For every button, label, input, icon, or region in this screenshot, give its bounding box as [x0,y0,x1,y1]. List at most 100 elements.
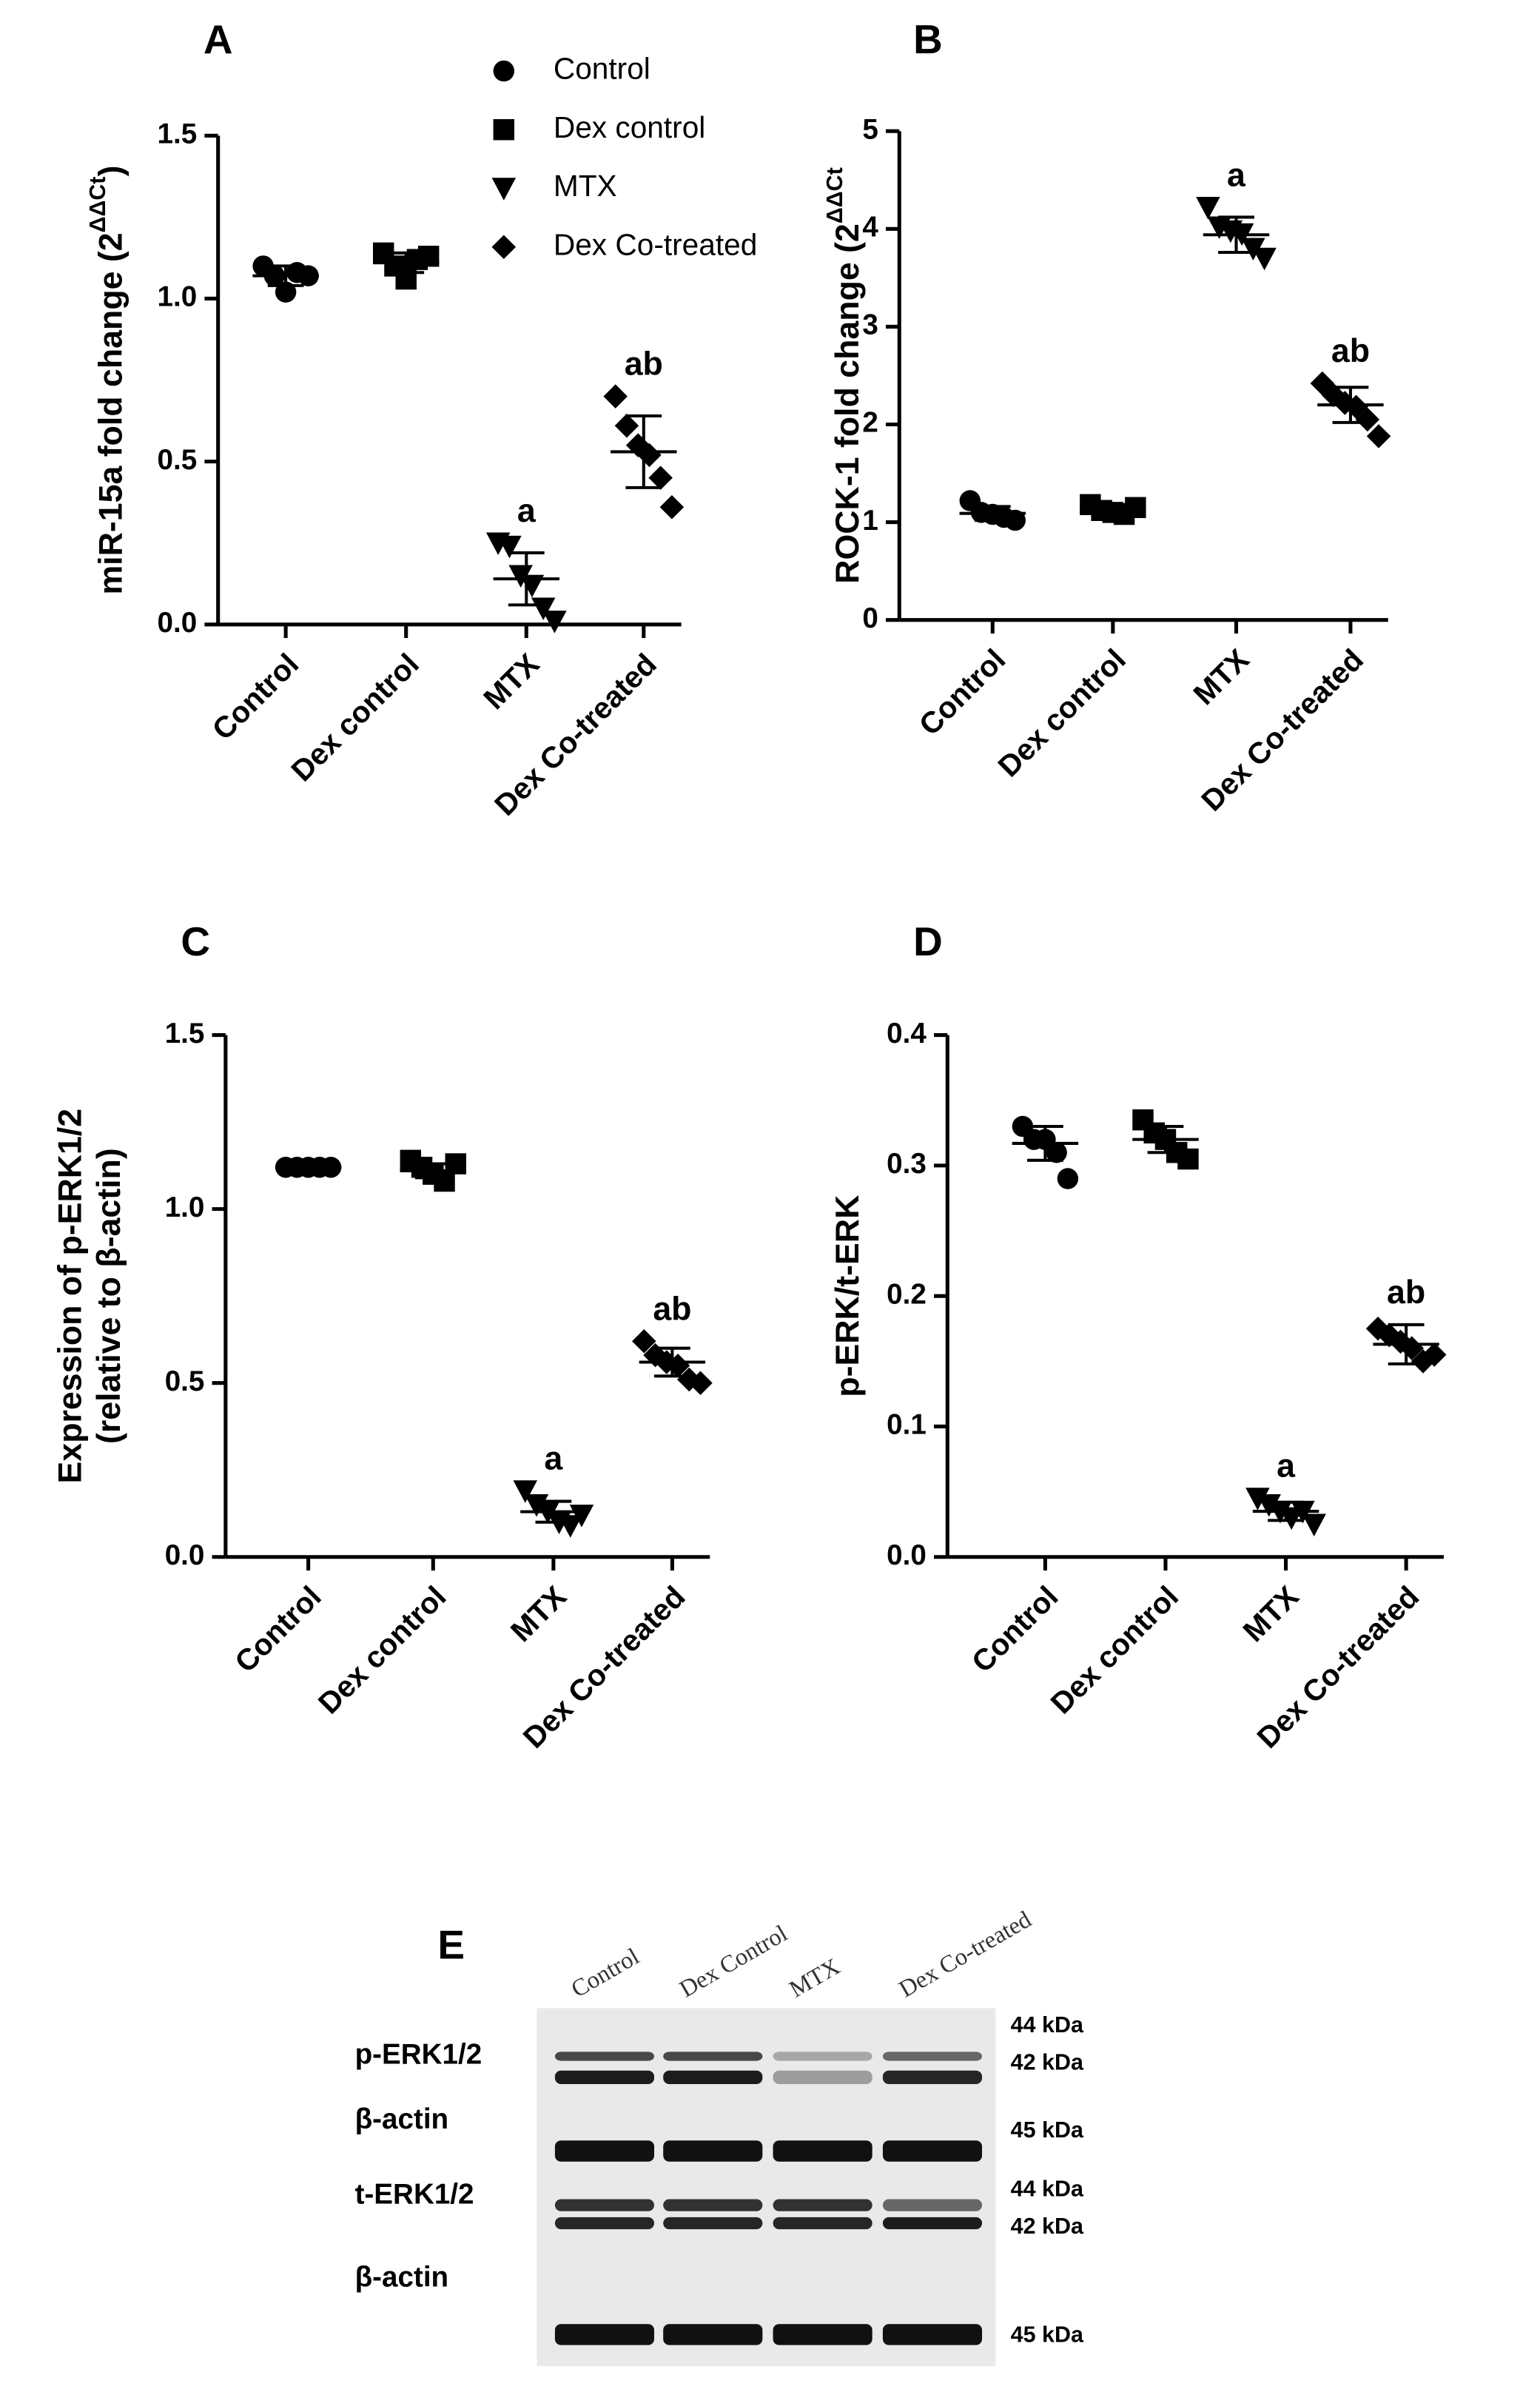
band [663,2217,763,2230]
y-tick-label: 0 [862,602,878,634]
band [663,2052,763,2061]
band [773,2070,872,2085]
point [648,466,673,490]
band [773,2052,872,2061]
point [491,178,517,201]
y-axis-label-end: ) [93,166,129,177]
point [1245,1488,1270,1511]
legend-label: Dex Co-treated [554,227,757,261]
point [531,597,556,621]
point [1355,407,1380,432]
y-tick-label: 2 [862,407,878,439]
band [554,2070,655,2085]
legend-label: MTX [554,169,617,203]
band [554,2217,655,2230]
row-label: β-actin [355,2261,449,2293]
band [882,2217,983,2230]
point [632,1329,656,1354]
panel-label: C [181,918,210,964]
y-tick-label: 0.1 [887,1409,927,1441]
y-axis-label-text: p-ERK/t-ERK [830,1195,866,1397]
point [1422,1343,1447,1367]
y-tick-label: 0.3 [887,1148,927,1180]
y-tick-label: 0.0 [165,1539,205,1571]
size-label: 45 kDa [1011,2117,1084,2143]
point [659,495,685,520]
point [603,384,628,409]
annotation: ab [1387,1274,1425,1311]
annotation: a [544,1441,563,1477]
point [1302,1513,1326,1536]
point [1241,238,1265,261]
y-tick-label: 0.4 [887,1018,927,1049]
point [493,60,515,82]
point [1257,1494,1281,1517]
band [773,2199,872,2211]
y-axis-label: miR-15a fold change (2ΔΔCt) [85,166,129,595]
point [497,535,522,559]
y-tick-label: 1.5 [165,1018,205,1049]
y-tick-label: 0.0 [887,1539,927,1571]
band [554,2324,655,2345]
y-axis-label-sup: ΔΔCt [85,176,110,232]
point [493,118,515,141]
y-axis-label-sup: ΔΔCt [822,167,847,224]
band [773,2324,872,2345]
panel-label: A [204,16,233,62]
size-label: 44 kDa [1011,2012,1084,2037]
point [513,1480,538,1503]
point [688,1371,713,1395]
legend-label: Control [554,52,650,86]
band [663,2070,763,2085]
size-label: 42 kDa [1011,2214,1084,2239]
band [882,2070,983,2085]
y-axis-label: ROCK-1 fold change (2ΔΔCt [822,167,866,584]
y-tick-label: 0.5 [158,444,198,476]
band [554,2140,655,2162]
band [882,2199,983,2211]
annotation: ab [653,1291,691,1327]
y-tick-label: 3 [862,309,878,341]
y-tick-label: 5 [862,113,878,145]
y-axis-label-text: ROCK-1 fold change (2 [830,224,866,584]
point [542,611,567,634]
panel-label: B [913,16,943,62]
band [554,2199,655,2211]
point [1366,424,1391,448]
point [1046,1142,1067,1163]
y-tick-label: 0.5 [165,1365,205,1397]
y-axis-label: (relative to β-actin) [91,1148,127,1444]
point [1196,197,1220,220]
annotation: a [1277,1448,1296,1485]
band [773,2140,872,2162]
y-tick-label: 1.0 [158,281,198,313]
y-axis-label: Expression of p-ERK1/2 [52,1109,88,1484]
band [882,2324,983,2345]
band [663,2324,763,2345]
y-axis-label: p-ERK/t-ERK [830,1195,866,1397]
band [773,2217,872,2230]
band [663,2140,763,2162]
point [614,413,639,438]
row-label: β-actin [355,2103,449,2135]
y-tick-label: 1 [862,505,878,537]
band [882,2140,983,2162]
legend-label: Dex control [554,110,705,144]
y-axis-label-text: miR-15a fold change (2 [93,232,129,594]
point [491,235,517,259]
y-tick-label: 1.0 [165,1192,205,1223]
point [1310,371,1335,396]
panel-label: D [913,918,943,964]
size-label: 45 kDa [1011,2322,1084,2348]
y-tick-label: 0.2 [887,1278,927,1310]
point [1057,1168,1079,1189]
band [882,2052,983,2061]
size-label: 42 kDa [1011,2050,1084,2075]
annotation: a [517,493,537,529]
row-label: t-ERK1/2 [355,2179,474,2211]
point [1252,247,1277,271]
size-label: 44 kDa [1011,2176,1084,2201]
y-tick-label: 1.5 [158,118,198,150]
